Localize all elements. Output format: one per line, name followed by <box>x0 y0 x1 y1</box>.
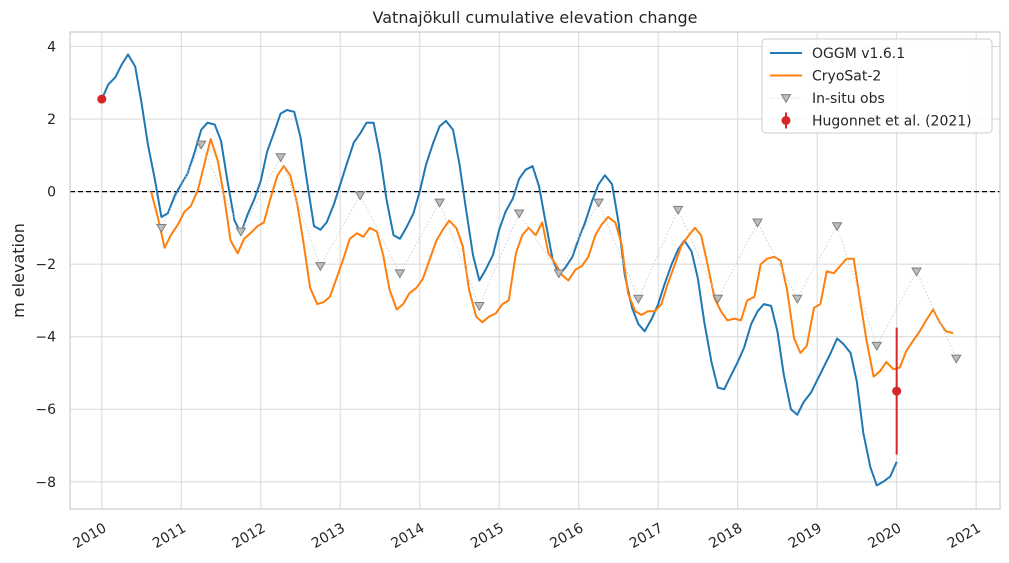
y-tick-label: −4 <box>35 330 56 346</box>
legend-label-oggm-v1-6-1: OGGM v1.6.1 <box>812 46 905 62</box>
y-tick-label: 4 <box>47 40 56 56</box>
data-point-in-situ-obs <box>275 153 287 163</box>
data-point-in-situ-obs <box>831 222 843 232</box>
legend-box <box>761 38 993 134</box>
data-point-in-situ-obs <box>911 267 922 277</box>
data-point-in-situ-obs <box>315 262 326 272</box>
plot-frame <box>69 31 1001 510</box>
y-tick-label: −2 <box>35 257 56 273</box>
legend-label-in-situ-obs: In-situ obs <box>812 91 885 107</box>
legend: OGGM v1.6.1 CryoSat-2 In-situ obs Hugonnet … <box>761 38 993 134</box>
data-point-in-situ-obs <box>950 354 962 364</box>
data-point-in-situ-obs <box>394 269 406 279</box>
data-point-in-situ-obs <box>513 209 525 219</box>
y-tick-label: 0 <box>47 185 56 201</box>
legend-marker-hugonnet-et-al-2021 <box>781 116 791 125</box>
data-point-hugonnet-et-al-2021 <box>97 94 107 104</box>
data-point-in-situ-obs <box>752 218 763 228</box>
data-point-in-situ-obs <box>632 294 644 304</box>
data-point-in-situ-obs <box>672 205 684 216</box>
series-layer <box>97 53 962 487</box>
y-tick-label: 2 <box>47 112 56 128</box>
data-point-in-situ-obs <box>712 294 724 304</box>
data-point-in-situ-obs <box>195 140 207 150</box>
data-point-in-situ-obs <box>871 341 883 352</box>
data-point-in-situ-obs <box>235 227 247 237</box>
data-point-in-situ-obs <box>434 198 445 208</box>
data-point-in-situ-obs <box>791 294 803 304</box>
legend-marker-in-situ-obs <box>780 94 792 104</box>
data-point-in-situ-obs <box>156 224 167 234</box>
legend-label-hugonnet-et-al-2021: Hugonnet et al. (2021) <box>812 114 972 130</box>
data-point-in-situ-obs <box>354 191 366 201</box>
series-line-oggm-v1-6-1 <box>100 53 898 487</box>
y-tick-label: −8 <box>35 475 56 491</box>
y-axis: −8 −6 −4 −2 0 2 4 <box>35 40 56 491</box>
y-axis-title: m elevation <box>9 223 28 318</box>
chart-title: Vatnajökull cumulative elevation change <box>373 8 698 27</box>
legend-label-cryosat-2: CryoSat-2 <box>812 69 881 85</box>
data-point-in-situ-obs <box>553 269 565 279</box>
data-point-hugonnet-et-al-2021 <box>892 386 902 396</box>
data-point-in-situ-obs <box>593 198 604 208</box>
data-point-in-situ-obs <box>473 301 485 312</box>
y-tick-label: −6 <box>35 402 56 418</box>
